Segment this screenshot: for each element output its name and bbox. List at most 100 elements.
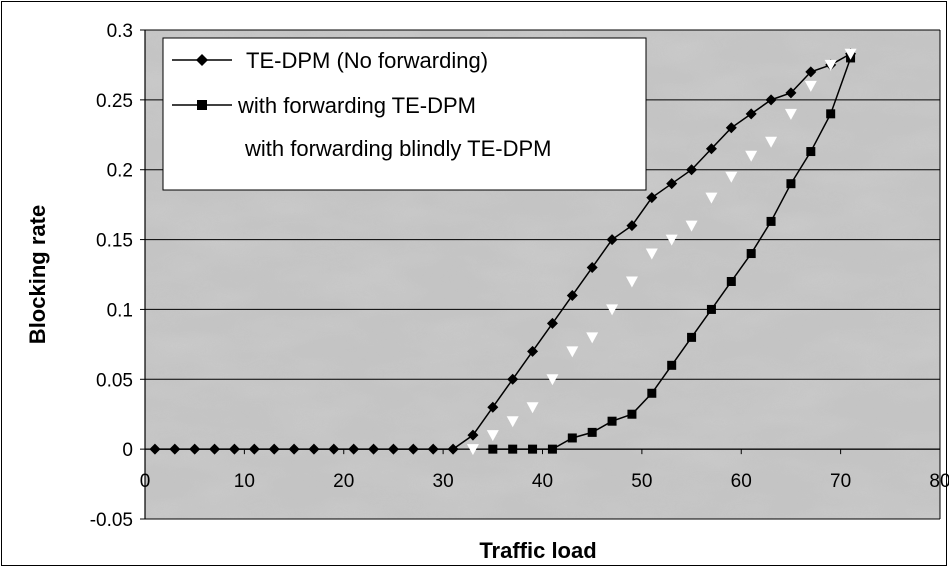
series-0-point-25 [646, 192, 658, 204]
series-0-point-19 [527, 345, 539, 357]
y-tick-label-7: -0.05 [90, 510, 133, 531]
series-2-point-12 [705, 192, 718, 204]
x-tick-label-5: 50 [631, 471, 652, 492]
series-1-point-12 [726, 276, 736, 286]
series-2-point-6 [586, 332, 599, 344]
series-0-point-27 [686, 164, 698, 176]
series-0-point-33 [805, 66, 817, 78]
series-1-point-15 [786, 179, 796, 189]
series-1-point-2 [528, 444, 538, 454]
legend-item-1: with forwarding TE-DPM [172, 93, 476, 118]
series-0-point-30 [745, 108, 757, 120]
series-0-point-10 [348, 443, 360, 455]
series-1-point-17 [826, 109, 836, 119]
series-2-point-10 [665, 234, 678, 246]
x-tick-label-2: 20 [333, 471, 354, 492]
series-1-point-16 [806, 147, 816, 157]
series-1-point-10 [687, 332, 697, 342]
y-tick-label-6: 0 [122, 440, 133, 461]
y-tick-label-1: 0.25 [96, 91, 133, 112]
series-0-point-16 [467, 429, 479, 441]
series-0-point-31 [765, 94, 777, 106]
series-1-point-5 [587, 427, 597, 437]
series-0-point-21 [566, 289, 578, 301]
series-1-point-14 [766, 216, 776, 226]
series-0-point-2 [189, 443, 201, 455]
series-0-point-3 [209, 443, 221, 455]
series-0-point-24 [626, 220, 638, 232]
x-tick-label-7: 70 [830, 471, 851, 492]
series-1-point-7 [627, 409, 637, 419]
legend-label-2: with forwarding blindly TE-DPM [244, 136, 551, 161]
series-0-point-0 [149, 443, 161, 455]
series-layer [149, 48, 857, 456]
series-1-point-4 [567, 433, 577, 443]
y-tick-label-5: 0.05 [96, 370, 133, 391]
series-0-point-18 [507, 373, 519, 385]
series-2-point-7 [606, 304, 619, 316]
series-0-point-8 [308, 443, 320, 455]
y-tick-label-3: 0.15 [96, 231, 133, 252]
series-1-point-11 [706, 304, 716, 314]
series-2-point-9 [645, 248, 658, 260]
series-2-point-18 [824, 59, 837, 71]
x-tick-label-4: 40 [532, 471, 553, 492]
legend: TE-DPM (No forwarding) with forwarding TE… [162, 37, 647, 191]
series-1-point-6 [607, 416, 617, 426]
y-axis-title: Blocking rate [25, 205, 50, 344]
series-1-point-1 [508, 444, 518, 454]
legend-box [162, 37, 647, 191]
legend-marker-0 [196, 54, 208, 66]
series-2-point-0 [466, 444, 479, 456]
series-1-point-8 [647, 388, 657, 398]
series-0-point-32 [785, 87, 797, 99]
series-0-point-5 [248, 443, 260, 455]
x-tick-label-8: 80 [929, 471, 949, 492]
series-0-point-28 [705, 143, 717, 155]
series-0-point-23 [606, 234, 618, 246]
series-1-point-9 [667, 360, 677, 370]
legend-label-1: with forwarding TE-DPM [237, 93, 476, 118]
series-0-point-22 [586, 262, 598, 274]
series-2-point-4 [546, 374, 559, 386]
x-tick-label-3: 30 [433, 471, 454, 492]
tick-labels: 0 10 20 30 40 50 60 70 800.30.250.20.150.10.050-… [90, 21, 949, 531]
series-0-point-17 [487, 401, 499, 413]
series-2-point-14 [745, 150, 758, 162]
y-tick-label-0: 0.3 [107, 21, 133, 42]
series-2-point-17 [804, 80, 817, 92]
series-1-point-13 [746, 249, 756, 259]
y-tick-label-2: 0.2 [107, 161, 133, 182]
series-2-point-13 [725, 171, 738, 183]
series-1-point-3 [547, 444, 557, 454]
x-tick-label-6: 60 [731, 471, 752, 492]
series-0-point-15 [447, 443, 459, 455]
series-0-point-13 [407, 443, 419, 455]
series-0-point-7 [288, 443, 300, 455]
legend-item-2: with forwarding blindly TE-DPM [244, 136, 551, 161]
series-1-point-0 [488, 444, 498, 454]
series-2-point-8 [625, 276, 638, 288]
series-2-point-19 [844, 48, 857, 60]
x-axis-title: Traffic load [479, 538, 596, 563]
series-0-point-6 [268, 443, 280, 455]
series-2-point-1 [486, 430, 499, 442]
series-2-point-11 [685, 220, 698, 232]
x-tick-label-0: 0 [140, 471, 151, 492]
series-0-point-11 [368, 443, 380, 455]
series-2-point-16 [784, 108, 797, 120]
series-0-point-20 [546, 317, 558, 329]
series-2-point-15 [765, 136, 778, 148]
legend-label-0: TE-DPM (No forwarding) [246, 48, 488, 73]
x-tick-label-1: 10 [234, 471, 255, 492]
legend-marker-1 [197, 100, 207, 110]
series-2-point-3 [526, 402, 539, 414]
series-0-point-29 [725, 122, 737, 134]
series-0-point-26 [666, 178, 678, 190]
y-tick-label-4: 0.1 [107, 300, 133, 321]
legend-item-0: TE-DPM (No forwarding) [172, 48, 488, 73]
series-2 [466, 48, 857, 456]
series-0-point-12 [387, 443, 399, 455]
